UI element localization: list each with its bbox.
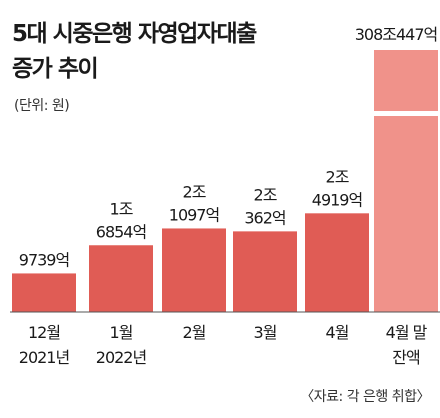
unit-label: (단위: 원) bbox=[14, 98, 70, 114]
data-label: 308조447억 bbox=[355, 25, 438, 44]
bar bbox=[12, 273, 76, 312]
x-tick-label: 1월 bbox=[110, 323, 133, 342]
data-label: 362억 bbox=[244, 208, 285, 227]
source-label: 〈자료: 각 은행 취합〉 bbox=[300, 389, 430, 405]
x-tick-label: 잔액 bbox=[392, 348, 419, 367]
data-label: 6854억 bbox=[96, 222, 146, 241]
bar bbox=[305, 213, 369, 312]
chart-title-line-1: 5대 시중은행 자영업자대출 bbox=[12, 21, 257, 47]
data-label: 9739억 bbox=[19, 250, 69, 269]
data-label: 1조 bbox=[110, 199, 133, 218]
x-tick-label: 3월 bbox=[254, 323, 277, 342]
data-label: 2조 bbox=[326, 167, 349, 186]
x-tick-label: 4월 말 bbox=[386, 323, 428, 342]
bar-total-lower bbox=[374, 116, 438, 312]
x-tick-label: 12월 bbox=[28, 323, 60, 342]
bar-total-upper bbox=[374, 50, 438, 111]
data-label: 2조 bbox=[183, 182, 206, 201]
bar bbox=[233, 231, 297, 312]
x-tick-label: 2021년 bbox=[19, 348, 70, 367]
x-tick-label: 2월 bbox=[183, 323, 206, 342]
bar bbox=[89, 245, 153, 312]
data-label: 1097억 bbox=[169, 205, 219, 224]
chart-title-line-2: 증가 추이 bbox=[12, 56, 99, 82]
bar bbox=[162, 228, 226, 312]
data-label: 2조 bbox=[254, 185, 277, 204]
x-tick-label: 2022년 bbox=[96, 348, 147, 367]
data-label: 4919억 bbox=[312, 190, 362, 209]
x-tick-label: 4월 bbox=[326, 323, 349, 342]
